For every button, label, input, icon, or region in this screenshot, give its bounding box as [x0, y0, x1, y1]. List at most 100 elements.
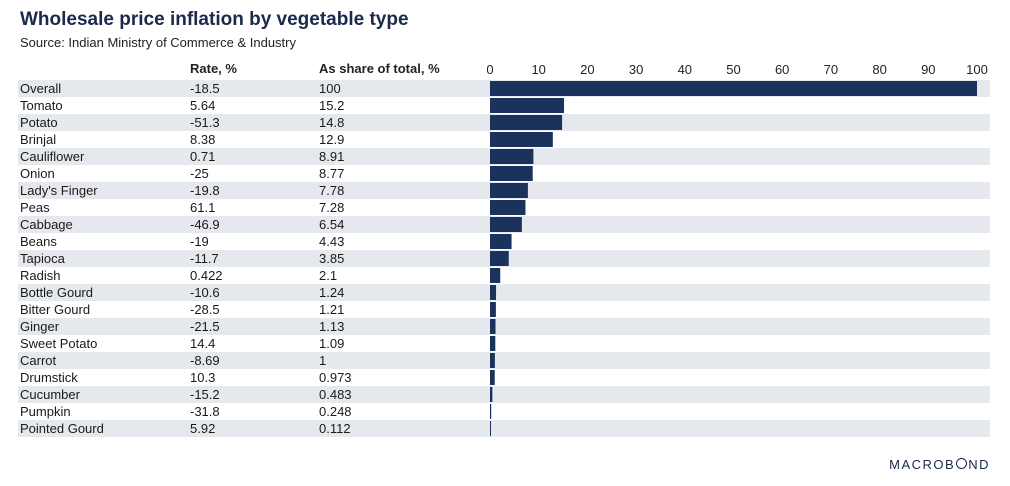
- category-label: Beans: [20, 234, 57, 249]
- rate-value: -8.69: [190, 353, 220, 368]
- bar-drumstick: [490, 370, 495, 385]
- share-value: 0.973: [319, 370, 352, 385]
- rate-value: 5.92: [190, 421, 216, 436]
- category-label: Lady's Finger: [20, 183, 98, 198]
- rate-value: 10.3: [190, 370, 216, 385]
- category-label: Onion: [20, 166, 55, 181]
- bar-cauliflower: [490, 149, 534, 164]
- rate-value: 14.4: [190, 336, 216, 351]
- bar-tomato: [490, 98, 565, 113]
- category-label: Peas: [20, 200, 50, 215]
- category-label: Potato: [20, 115, 58, 130]
- x-tick-label: 70: [824, 62, 838, 77]
- bar-pumpkin: [490, 404, 492, 419]
- share-column-header: As share of total, %: [319, 61, 440, 76]
- rate-value: 0.71: [190, 149, 216, 164]
- share-value: 0.248: [319, 404, 352, 419]
- share-value: 7.78: [319, 183, 345, 198]
- share-value: 2.1: [319, 268, 338, 283]
- rate-value: -31.8: [190, 404, 220, 419]
- share-value: 12.9: [319, 132, 345, 147]
- bar-brinjal: [490, 132, 553, 147]
- table-row: Carrot -8.69 1: [18, 352, 990, 369]
- x-tick-label: 80: [872, 62, 886, 77]
- rate-value: 0.422: [190, 268, 223, 283]
- rate-value: -19: [190, 234, 209, 249]
- share-value: 0.483: [319, 387, 352, 402]
- bar-cucumber: [490, 387, 493, 402]
- share-value: 8.77: [319, 166, 345, 181]
- share-value: 1.21: [319, 302, 345, 317]
- table-row: Sweet Potato 14.4 1.09: [18, 335, 990, 352]
- category-label: Brinjal: [20, 132, 57, 147]
- share-value: 1.24: [319, 285, 345, 300]
- category-label: Tapioca: [20, 251, 65, 266]
- table-row: Bottle Gourd -10.6 1.24: [18, 284, 990, 301]
- category-label: Bottle Gourd: [20, 285, 93, 300]
- bar-potato: [490, 115, 563, 130]
- x-tick-label: 50: [726, 62, 740, 77]
- rate-value: -21.5: [190, 319, 220, 334]
- bar-peas: [490, 200, 526, 215]
- x-tick-label: 30: [629, 62, 643, 77]
- x-tick-label: 10: [531, 62, 545, 77]
- table-row: Tomato 5.64 15.2: [18, 97, 990, 114]
- bar-pointed-gourd: [490, 421, 491, 436]
- rate-value: -28.5: [190, 302, 220, 317]
- table-row: Ginger -21.5 1.13: [18, 318, 990, 335]
- rate-value: -51.3: [190, 115, 220, 130]
- share-value: 100: [319, 81, 341, 96]
- bar-beans: [490, 234, 512, 249]
- x-tick-label: 90: [921, 62, 935, 77]
- table-row: Peas 61.1 7.28: [18, 199, 990, 216]
- rate-value: -11.7: [190, 251, 219, 266]
- x-tick-label: 0: [486, 62, 493, 77]
- bar-overall: [490, 81, 977, 96]
- rate-value: -18.5: [190, 81, 220, 96]
- category-label: Bitter Gourd: [20, 302, 91, 317]
- share-value: 6.54: [319, 217, 345, 232]
- logo-ring-icon: [956, 458, 968, 469]
- x-tick-label: 100: [966, 62, 988, 77]
- rate-value: -15.2: [190, 387, 220, 402]
- bar-carrot: [490, 353, 495, 368]
- category-label: Overall: [20, 81, 62, 96]
- bar-cabbage: [490, 217, 522, 232]
- share-value: 8.91: [319, 149, 345, 164]
- table-row: Beans -19 4.43: [18, 233, 990, 250]
- share-value: 1.09: [319, 336, 345, 351]
- table-row: Bitter Gourd -28.5 1.21: [18, 301, 990, 318]
- bar-ginger: [490, 319, 496, 334]
- rate-value: 61.1: [190, 200, 216, 215]
- bar-bitter-gourd: [490, 302, 496, 317]
- category-label: Radish: [20, 268, 61, 283]
- bar-bottle-gourd: [490, 285, 497, 300]
- rate-value: 5.64: [190, 98, 216, 113]
- category-label: Drumstick: [20, 370, 78, 385]
- category-label: Ginger: [20, 319, 60, 334]
- rate-column-header: Rate, %: [190, 61, 237, 76]
- rate-value: -10.6: [190, 285, 220, 300]
- share-value: 4.43: [319, 234, 345, 249]
- table-row: Radish 0.422 2.1: [18, 267, 990, 284]
- share-value: 1.13: [319, 319, 345, 334]
- share-value: 15.2: [319, 98, 345, 113]
- share-value: 3.85: [319, 251, 345, 266]
- bar-onion: [490, 166, 533, 181]
- category-label: Cauliflower: [20, 149, 85, 164]
- share-value: 14.8: [319, 115, 345, 130]
- x-tick-label: 20: [580, 62, 594, 77]
- chart-subtitle: Source: Indian Ministry of Commerce & In…: [20, 35, 296, 50]
- share-value: 1: [319, 353, 327, 368]
- category-label: Carrot: [20, 353, 57, 368]
- x-tick-label: 40: [678, 62, 692, 77]
- table-row: Onion -25 8.77: [18, 165, 990, 182]
- bar-lady-s-finger: [490, 183, 528, 198]
- rate-value: -19.8: [190, 183, 220, 198]
- share-value: 0.112: [319, 421, 351, 436]
- chart-title: Wholesale price inflation by vegetable t…: [20, 9, 409, 30]
- category-label: Sweet Potato: [20, 336, 98, 351]
- table-row: Brinjal 8.38 12.9: [18, 131, 990, 148]
- rate-value: -46.9: [190, 217, 220, 232]
